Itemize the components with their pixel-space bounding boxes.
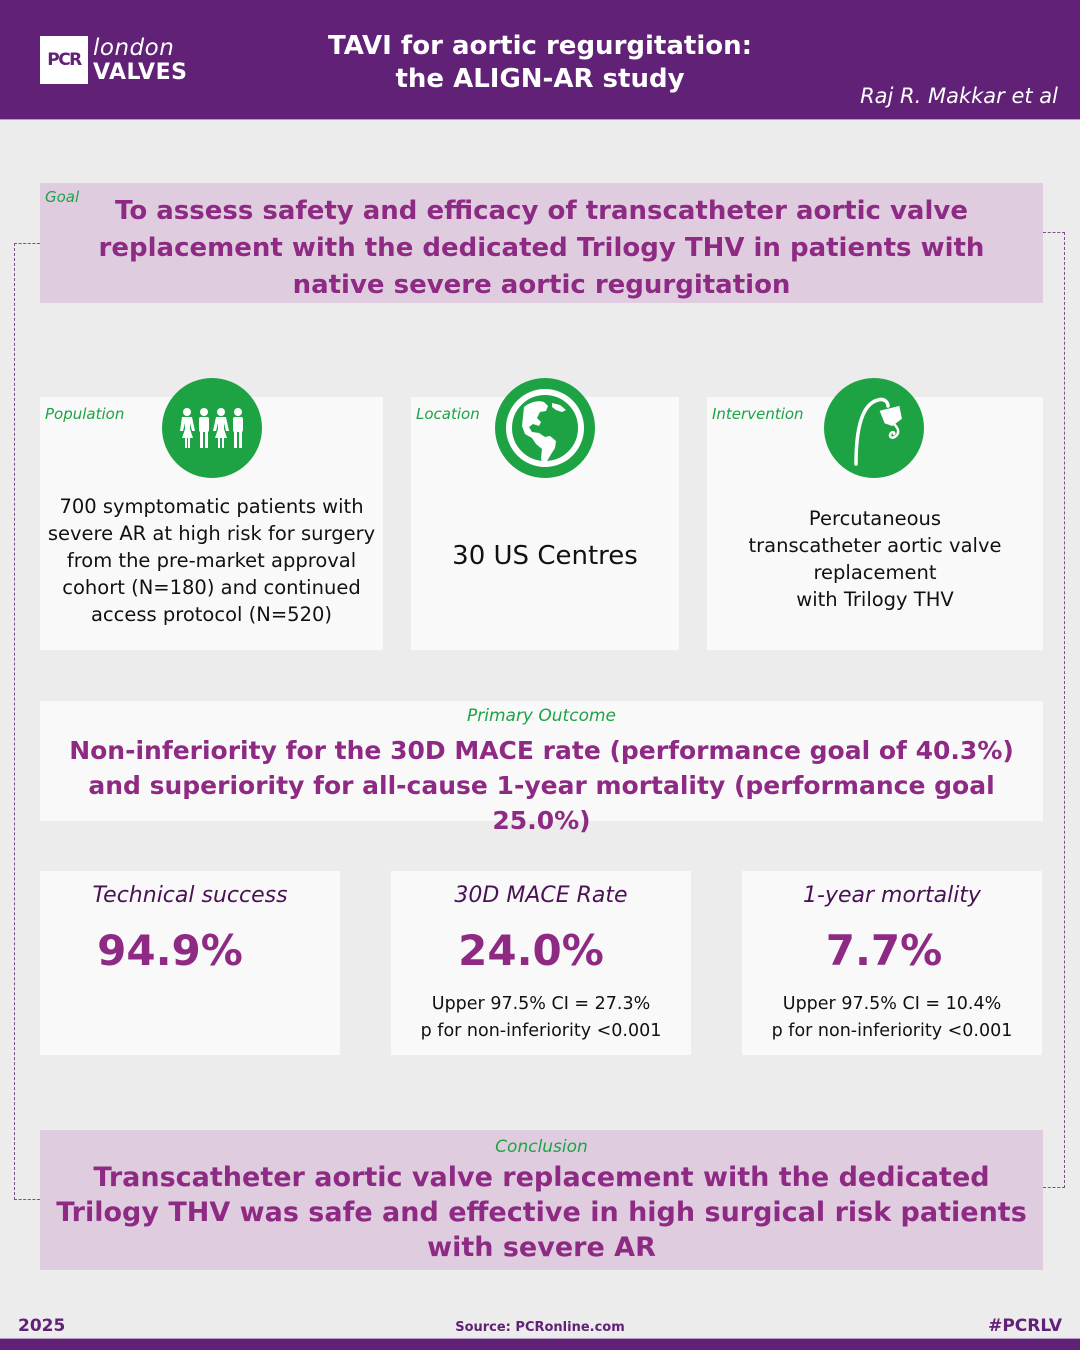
footer-source: Source: PCRonline.com	[455, 1320, 625, 1335]
globe-americas-icon	[495, 378, 595, 478]
intervention-line: with Trilogy THV	[796, 588, 954, 611]
population-line: severe AR at high risk for surgery	[47, 522, 376, 545]
intervention-label: Intervention	[712, 405, 804, 423]
location-text: 30 US Centres	[452, 541, 638, 571]
logo-wordmark: london VALVES	[93, 34, 188, 85]
footer-bar	[0, 1338, 1080, 1350]
logo-box: PCR	[40, 36, 88, 84]
conclusion-line3: with severe AR	[427, 1232, 656, 1263]
outcome-line2: and superiority for all-cause 1-year mor…	[88, 771, 995, 835]
pcr-london-valves-logo: PCR london VALVES	[40, 36, 187, 84]
location-label: Location	[416, 405, 480, 423]
population-line: 700 symptomatic patients with	[59, 495, 364, 518]
stat-value: 94.9%	[97, 926, 243, 975]
population-line: access protocol (N=520)	[90, 603, 332, 626]
footer-year: 2025	[18, 1316, 66, 1336]
conclusion-line1: Transcatheter aortic valve replacement w…	[93, 1162, 990, 1193]
primary-outcome-text: Non-inferiority for the 30D MACE rate (p…	[40, 733, 1043, 838]
goal-line2: replacement with the dedicated Trilogy T…	[98, 233, 985, 263]
stat-detail: Upper 97.5% CI = 10.4% p for non-inferio…	[742, 991, 1042, 1045]
stat-p-value: p for non-inferiority <0.001	[420, 1021, 662, 1041]
goal-text: To assess safety and efficacy of transca…	[40, 193, 1043, 304]
intervention-line: replacement	[813, 561, 937, 584]
population-line: cohort (N=180) and continued	[62, 576, 361, 599]
primary-outcome-panel: Primary Outcome Non-inferiority for the …	[40, 701, 1043, 835]
population-label: Population	[45, 405, 125, 423]
header-bar: PCR london VALVES TAVI for aortic regurg…	[0, 0, 1080, 120]
title-line1: TAVI for aortic regurgitation:	[327, 31, 752, 61]
stat-card-1-year-mortality: 1-year mortality 7.7% Upper 97.5% CI = 1…	[742, 871, 1042, 1055]
conclusion-text: Transcatheter aortic valve replacement w…	[40, 1160, 1043, 1265]
conclusion-panel: Conclusion Transcatheter aortic valve re…	[40, 1130, 1043, 1270]
goal-label: Goal	[45, 188, 80, 206]
authors: Raj R. Makkar et al	[860, 84, 1058, 108]
stat-ci: Upper 97.5% CI = 10.4%	[782, 994, 1002, 1014]
primary-outcome-label: Primary Outcome	[467, 706, 616, 726]
intervention-line: Percutaneous	[808, 507, 942, 530]
conclusion-label: Conclusion	[495, 1137, 588, 1157]
stat-p-value: p for non-inferiority <0.001	[771, 1021, 1013, 1041]
title-line2: the ALIGN-AR study	[395, 64, 685, 94]
logo-line1: london	[93, 34, 175, 61]
population-card: Population 700 symptomatic patients with…	[40, 378, 383, 650]
conclusion-line2: Trilogy THV was safe and effective in hi…	[56, 1197, 1027, 1228]
footer-hashtag: #PCRLV	[988, 1316, 1062, 1336]
stat-card-30d-mace: 30D MACE Rate 24.0% Upper 97.5% CI = 27.…	[391, 871, 691, 1055]
goal-panel: Goal To assess safety and efficacy of tr…	[40, 183, 1043, 303]
people-group-icon	[162, 378, 262, 478]
stat-title: Technical success	[92, 883, 288, 908]
stat-value: 24.0%	[458, 926, 604, 975]
logo-line2: VALVES	[93, 59, 188, 85]
stat-card-technical-success: Technical success 94.9%	[40, 871, 340, 1055]
stat-title: 1-year mortality	[803, 883, 981, 908]
location-card: Location 30 US Centres	[411, 378, 679, 650]
intervention-card: Intervention Percutaneous transcatheter …	[707, 378, 1043, 650]
intervention-text: Percutaneous transcatheter aortic valve …	[707, 505, 1043, 613]
catheter-valve-icon	[824, 378, 924, 478]
population-line: from the pre-market approval	[66, 549, 357, 572]
stat-value: 7.7%	[825, 926, 943, 975]
stat-title: 30D MACE Rate	[454, 883, 628, 908]
dashed-bracket-left	[14, 243, 40, 1200]
goal-line3: native severe aortic regurgitation	[292, 270, 791, 300]
population-text: 700 symptomatic patients with severe AR …	[40, 493, 383, 628]
page-title: TAVI for aortic regurgitation: the ALIGN…	[280, 30, 800, 96]
dashed-bracket-right	[1043, 232, 1065, 1188]
goal-line1: To assess safety and efficacy of transca…	[115, 196, 968, 226]
intervention-line: transcatheter aortic valve	[748, 534, 1002, 557]
outcome-line1: Non-inferiority for the 30D MACE rate (p…	[69, 736, 1014, 765]
stat-detail: Upper 97.5% CI = 27.3% p for non-inferio…	[391, 991, 691, 1045]
stat-ci: Upper 97.5% CI = 27.3%	[431, 994, 651, 1014]
